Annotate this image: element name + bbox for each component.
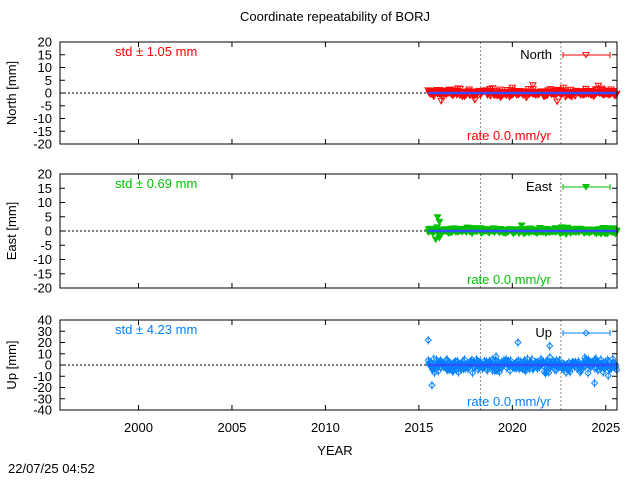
y-tick-label: 10 — [38, 195, 52, 210]
x-tick-label: 2015 — [404, 420, 433, 435]
plot-frame — [59, 173, 618, 289]
chart-title: Coordinate repeatability of BORJ — [240, 9, 430, 24]
y-axis-label: East [mm] — [4, 202, 19, 261]
data-point — [545, 368, 553, 377]
data-point — [435, 234, 444, 242]
legend-marker — [582, 183, 590, 191]
data-point — [437, 98, 446, 105]
std-label: std ± 4.23 mm — [115, 322, 197, 337]
y-tick-label: -20 — [33, 281, 52, 296]
x-axis: 2000 2005 2010 2015 2020 2025 — [124, 420, 620, 435]
x-tick-label: 2020 — [498, 420, 527, 435]
x-tick-label: 2005 — [217, 420, 246, 435]
y-tick-label: 10 — [38, 60, 52, 75]
rate-label: rate 0.0 mm/yr — [467, 128, 551, 143]
data-point — [434, 367, 442, 375]
series-east — [424, 214, 621, 244]
data-point — [461, 355, 469, 364]
y-tick-label: 30 — [38, 324, 52, 339]
data-point — [424, 336, 432, 344]
x-axis-label: YEAR — [317, 443, 352, 458]
y-tick-label: 20 — [38, 35, 52, 50]
data-point — [517, 222, 526, 230]
plot-frame — [59, 41, 618, 145]
y-tick-label: -5 — [40, 98, 52, 113]
rate-label: rate 0.0 mm/yr — [467, 272, 551, 287]
data-point — [492, 352, 500, 360]
legend-label: East — [526, 179, 552, 194]
series-up — [424, 335, 621, 390]
data-point — [449, 367, 458, 375]
data-point — [546, 353, 554, 361]
y-tick-label: 0 — [45, 86, 52, 101]
data-point — [431, 236, 440, 244]
data-point — [604, 372, 612, 380]
y-tick-label: 0 — [45, 358, 52, 373]
y-tick-label: 15 — [38, 181, 52, 196]
data-point — [584, 369, 592, 377]
y-tick-label: -15 — [33, 124, 52, 139]
y-tick-label: 5 — [45, 73, 52, 88]
x-tick-label: 2000 — [124, 420, 153, 435]
data-point — [464, 365, 472, 373]
y-tick-label: -10 — [33, 369, 52, 384]
y-tick-label: -10 — [33, 111, 52, 126]
plot-frame — [59, 319, 618, 411]
x-tick-label: 2025 — [591, 420, 620, 435]
y-tick-label: 5 — [45, 209, 52, 224]
y-axis-label: North [mm] — [4, 61, 19, 125]
data-point — [508, 84, 517, 92]
legend-marker — [582, 329, 590, 337]
timestamp: 22/07/25 04:52 — [8, 461, 95, 476]
y-tick-label: 40 — [38, 313, 52, 328]
data-point — [528, 82, 537, 90]
y-tick-label: -20 — [33, 380, 52, 395]
data-point — [428, 364, 436, 372]
data-point — [555, 356, 564, 364]
std-label: std ± 0.69 mm — [115, 176, 197, 191]
legend-marker — [582, 51, 590, 59]
y-axis-label: Up [mm] — [4, 340, 19, 389]
rate-label: rate 0.0 mm/yr — [467, 394, 551, 409]
x-tick-label: 2010 — [311, 420, 340, 435]
y-tick-label: -5 — [40, 238, 52, 253]
y-tick-label: -10 — [33, 252, 52, 267]
y-tick-label: -30 — [33, 391, 52, 406]
y-tick-label: -15 — [33, 266, 52, 281]
data-point — [546, 86, 555, 93]
data-point — [566, 368, 574, 376]
data-point — [594, 82, 603, 90]
y-tick-label: -40 — [33, 403, 52, 418]
data-point — [435, 218, 444, 226]
std-label: std ± 1.05 mm — [115, 44, 197, 59]
data-point — [433, 214, 442, 222]
legend-label: Up — [535, 325, 552, 340]
data-point — [609, 355, 617, 363]
data-point — [514, 338, 522, 347]
data-point — [553, 98, 562, 106]
data-point — [523, 355, 532, 363]
data-point — [546, 342, 554, 350]
data-point — [590, 379, 599, 387]
y-tick-label: 20 — [38, 167, 52, 182]
y-tick-label: 15 — [38, 47, 52, 62]
data-point — [428, 381, 436, 389]
y-tick-label: 10 — [38, 346, 52, 361]
y-tick-label: 0 — [45, 224, 52, 239]
y-tick-label: -20 — [33, 137, 52, 152]
legend-label: North — [520, 47, 552, 62]
data-point — [470, 97, 479, 104]
y-tick-label: 20 — [38, 335, 52, 350]
